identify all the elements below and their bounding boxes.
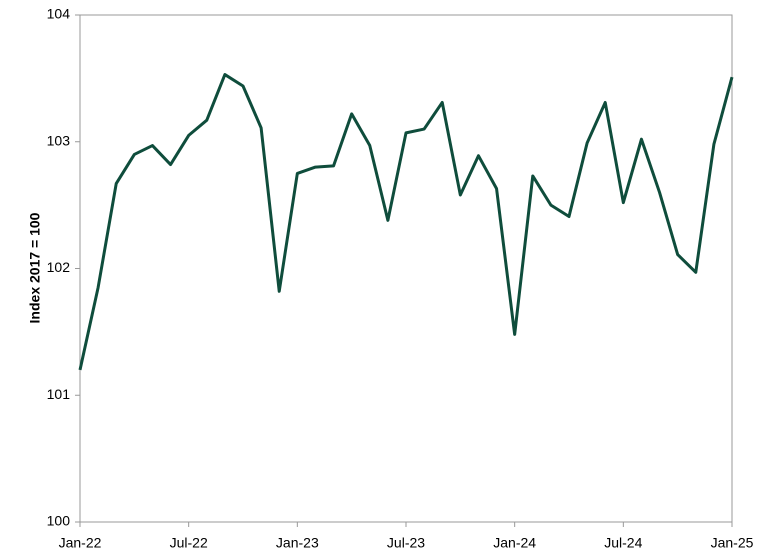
x-tick-label: Jul-23 [387,535,425,551]
y-tick-label: 104 [47,6,71,22]
plot-frame [79,14,733,523]
y-axis-label: Index 2017 = 100 [27,212,43,323]
x-tick-label: Jul-22 [170,535,208,551]
x-tick-label: Jan-22 [59,535,102,551]
data-line [78,73,734,371]
y-tick-label: 101 [47,386,71,402]
x-tick-label: Jan-23 [276,535,319,551]
y-tick-label: 102 [47,259,71,275]
y-tick-label: 100 [47,513,71,529]
y-tick-label: 103 [47,132,71,148]
x-tick-label: Jul-24 [604,535,642,551]
x-tick-label: Jan-24 [493,535,536,551]
x-tick-label: Jan-25 [711,535,754,551]
